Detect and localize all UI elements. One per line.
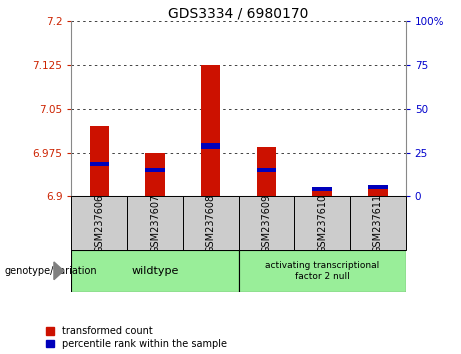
Text: genotype/variation: genotype/variation — [5, 266, 97, 276]
Bar — [313, 188, 332, 196]
Bar — [71, 250, 239, 292]
Bar — [145, 153, 165, 196]
Legend: transformed count, percentile rank within the sample: transformed count, percentile rank withi… — [47, 326, 227, 349]
Bar — [183, 196, 238, 250]
Bar — [238, 250, 406, 292]
Text: activating transcriptional
factor 2 null: activating transcriptional factor 2 null — [265, 261, 379, 280]
Bar — [201, 143, 220, 149]
Bar — [201, 65, 220, 196]
Bar — [313, 187, 332, 191]
Bar — [368, 185, 388, 189]
Bar — [238, 196, 294, 250]
Text: GSM237606: GSM237606 — [95, 193, 104, 253]
Text: GSM237607: GSM237607 — [150, 193, 160, 253]
Bar — [71, 196, 127, 250]
Text: GSM237610: GSM237610 — [317, 193, 327, 253]
Bar — [350, 196, 406, 250]
Text: GSM237611: GSM237611 — [373, 193, 383, 253]
Bar — [368, 187, 388, 196]
Bar — [257, 147, 276, 196]
Bar — [145, 168, 165, 172]
Bar — [89, 162, 109, 166]
Text: wildtype: wildtype — [131, 266, 179, 276]
Title: GDS3334 / 6980170: GDS3334 / 6980170 — [168, 6, 309, 20]
Text: GSM237609: GSM237609 — [261, 193, 272, 253]
Bar — [294, 196, 350, 250]
Bar — [127, 196, 183, 250]
Bar — [257, 168, 276, 172]
Bar — [89, 126, 109, 196]
Text: GSM237608: GSM237608 — [206, 193, 216, 253]
